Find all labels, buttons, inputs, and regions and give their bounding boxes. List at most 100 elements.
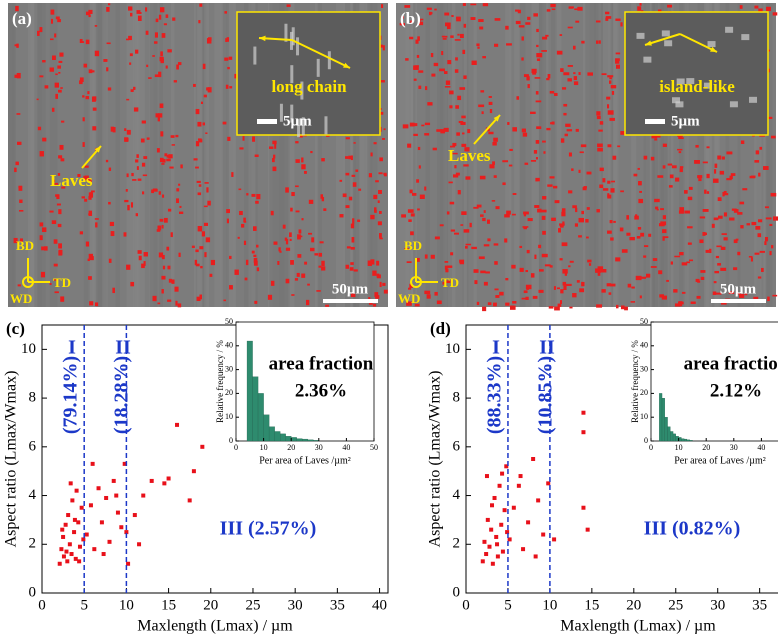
laves-particle	[457, 95, 462, 101]
texture	[358, 3, 365, 307]
laves-particle	[203, 222, 209, 226]
laves-particle	[559, 258, 563, 261]
laves-particle	[110, 231, 115, 237]
laves-particle	[193, 83, 196, 87]
laves-particle	[667, 163, 673, 166]
laves-particle	[417, 208, 420, 211]
laves-particle	[401, 16, 404, 19]
point	[495, 554, 500, 559]
laves-particle	[755, 150, 760, 155]
laves-particle	[721, 156, 725, 160]
laves-particle	[424, 290, 431, 295]
laves-particle	[345, 172, 350, 176]
texture	[233, 3, 237, 307]
laves-particle	[200, 101, 204, 104]
laves-particle	[16, 72, 21, 79]
inset-particle	[291, 27, 295, 46]
laves-particle	[740, 140, 745, 144]
point	[526, 520, 531, 525]
laves-particle	[410, 213, 415, 217]
laves-particle	[461, 115, 466, 119]
laves-particle	[596, 304, 603, 308]
laves-particle	[203, 94, 207, 98]
point	[505, 530, 510, 535]
laves-particle	[206, 87, 209, 91]
laves-particle	[579, 151, 584, 154]
laves-particle	[175, 300, 178, 306]
laves-particle	[546, 9, 551, 12]
x-tick-label: 15	[161, 597, 176, 613]
point	[79, 505, 84, 510]
point	[480, 559, 485, 564]
laves-particle	[521, 36, 524, 41]
laves-particle	[15, 5, 19, 12]
laves-particle	[200, 265, 203, 269]
laves-particle	[588, 263, 592, 266]
inset-label: long chain	[271, 77, 347, 96]
laves-particle	[686, 261, 690, 264]
laves-particle	[49, 282, 52, 285]
laves-particle	[222, 121, 227, 125]
axis-td: TD	[441, 275, 459, 290]
laves-particle	[581, 40, 585, 44]
laves-particle	[583, 186, 587, 189]
laves-particle	[49, 210, 54, 213]
point	[124, 530, 129, 535]
point	[490, 561, 495, 566]
laves-particle	[448, 181, 453, 184]
laves-particle	[164, 153, 168, 157]
laves-particle	[382, 137, 385, 140]
laves-particle	[419, 194, 425, 199]
laves-particle	[720, 246, 726, 250]
laves-particle	[602, 188, 609, 191]
laves-particle	[607, 75, 614, 78]
texture	[661, 3, 669, 307]
laves-particle	[434, 8, 437, 11]
laves-particle	[88, 213, 92, 216]
laves-particle	[39, 27, 43, 33]
laves-particle	[136, 166, 139, 170]
point	[502, 508, 507, 513]
laves-particle	[55, 16, 60, 20]
laves-particle	[643, 245, 649, 248]
laves-particle	[717, 197, 722, 202]
laves-particle	[142, 191, 145, 195]
laves-particle	[307, 283, 310, 286]
point	[68, 481, 73, 486]
laves-particle	[157, 225, 162, 231]
hist-bar	[664, 417, 668, 442]
laves-particle	[449, 90, 454, 95]
laves-particle	[746, 223, 751, 226]
laves-particle	[409, 36, 414, 40]
laves-particle	[638, 198, 644, 204]
point	[489, 527, 494, 532]
laves-particle	[94, 218, 99, 220]
laves-particle	[771, 135, 776, 139]
laves-particle	[145, 30, 149, 35]
laves-particle	[539, 269, 544, 272]
point	[149, 478, 154, 483]
panel-label: (d)	[430, 319, 451, 338]
laves-particle	[379, 210, 382, 214]
laves-particle	[161, 194, 165, 198]
laves-particle	[161, 275, 166, 280]
laves-particle	[556, 287, 560, 290]
point	[546, 481, 551, 486]
laves-particle	[198, 184, 202, 187]
laves-particle	[39, 75, 44, 78]
laves-particle	[444, 265, 448, 270]
laves-particle	[373, 142, 377, 145]
axis-wd	[22, 276, 34, 288]
laves-particle	[542, 230, 546, 235]
laves-particle	[296, 272, 300, 277]
laves-particle	[141, 263, 145, 269]
laves-particle	[295, 141, 299, 144]
laves-particle	[449, 145, 456, 148]
laves-particle	[146, 64, 149, 68]
texture	[531, 3, 540, 307]
laves-particle	[161, 33, 166, 38]
x-tick-label: 40	[372, 597, 387, 613]
inset-y-tick-label: 40	[225, 341, 233, 350]
laves-particle	[558, 228, 562, 233]
x-tick-label: 35	[752, 597, 767, 613]
